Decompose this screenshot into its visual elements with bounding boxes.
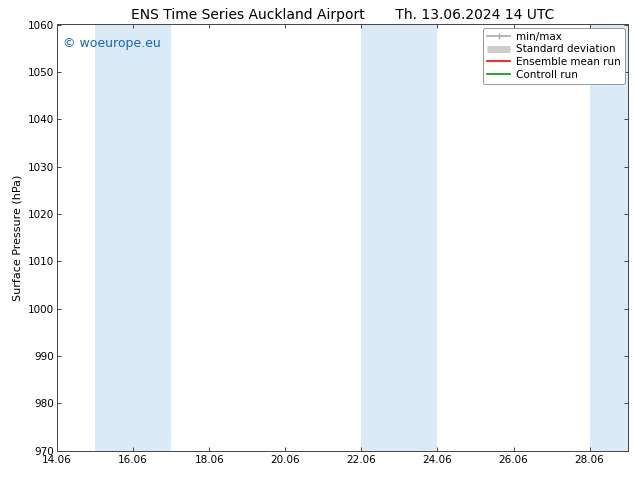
- Title: ENS Time Series Auckland Airport       Th. 13.06.2024 14 UTC: ENS Time Series Auckland Airport Th. 13.…: [131, 8, 554, 22]
- Bar: [361, 24, 437, 451]
- Y-axis label: Surface Pressure (hPa): Surface Pressure (hPa): [13, 174, 22, 301]
- Legend: min/max, Standard deviation, Ensemble mean run, Controll run: min/max, Standard deviation, Ensemble me…: [483, 27, 624, 84]
- Bar: [590, 24, 628, 451]
- Bar: [95, 24, 171, 451]
- Text: © woeurope.eu: © woeurope.eu: [63, 37, 160, 50]
